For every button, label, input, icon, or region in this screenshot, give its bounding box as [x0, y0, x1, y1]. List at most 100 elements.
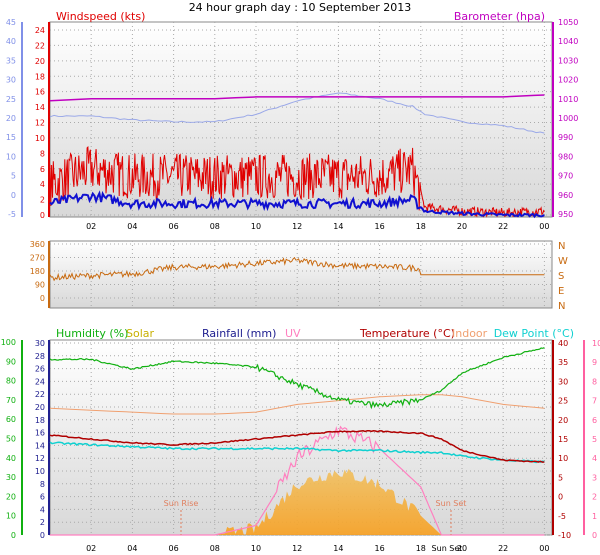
humidity-tick-label: 60 — [6, 415, 16, 424]
thermo-x-tick-label: 20 — [457, 544, 467, 553]
uv-tick-label: 2 — [592, 493, 597, 502]
sunset-annotation: Sun Set — [436, 499, 467, 508]
uv-tick-label: 5 — [592, 435, 597, 444]
humidity-line — [49, 347, 545, 410]
uv-line — [50, 425, 545, 536]
barometer-trace-line — [49, 92, 545, 134]
uv-tick-label: 10 — [592, 339, 600, 348]
thermo-x-tick-label: 22 — [498, 544, 508, 553]
windspeed-axis-title: Windspeed (kts) — [56, 10, 145, 23]
gust-tick-label: 10 — [6, 152, 16, 161]
baro-tick-label: 950 — [558, 210, 573, 219]
temp-tick-label: 30 — [558, 377, 568, 386]
wind-tick-label: 8 — [40, 149, 45, 158]
wind-tick-label: 16 — [35, 88, 45, 97]
dir-tick-label: 90 — [35, 281, 45, 290]
baro-tick-label: 1020 — [558, 76, 578, 85]
chart-title: 24 hour graph day : 10 September 2013 — [189, 1, 412, 14]
humidity-tick-label: 0 — [11, 531, 16, 540]
rain-tick-label: 16 — [35, 429, 45, 438]
baro-tick-label: 1040 — [558, 37, 578, 46]
compass-tick-label: W — [558, 256, 568, 267]
rain-tick-label: 28 — [35, 352, 45, 361]
wind-tick-label: 20 — [35, 57, 45, 66]
baro-tick-label: 1050 — [558, 18, 578, 27]
rain-tick-label: 14 — [35, 441, 45, 450]
thermo-x-tick-label: 02 — [86, 544, 96, 553]
compass-tick-label: N — [558, 301, 565, 312]
humidity-tick-label: 50 — [6, 435, 16, 444]
wind-tick-label: 12 — [35, 119, 45, 128]
wind-x-tick-label: 18 — [416, 222, 426, 231]
wind-x-tick-label: 00 — [539, 222, 549, 231]
wind-tick-label: 2 — [40, 196, 45, 205]
thermo-x-tick-label: 04 — [127, 544, 137, 553]
rain-tick-label: 18 — [35, 416, 45, 425]
rain-tick-label: 20 — [35, 403, 45, 412]
wind-direction-line — [49, 257, 545, 282]
temp-tick-label: 20 — [558, 416, 568, 425]
temp-tick-label: 15 — [558, 435, 568, 444]
gust-tick-label: 25 — [6, 95, 16, 104]
humidity-tick-label: 10 — [6, 512, 16, 521]
legend-temperature: Temperature (°C) — [359, 327, 455, 340]
uv-tick-label: 1 — [592, 512, 597, 521]
gust-tick-label: 45 — [6, 18, 16, 27]
grid-layer — [50, 22, 552, 536]
thermo-x-tick-label: 12 — [292, 544, 302, 553]
temp-tick-label: 40 — [558, 339, 568, 348]
humidity-tick-label: 100 — [1, 338, 16, 347]
rain-tick-label: 4 — [40, 505, 45, 514]
wind-tick-label: 10 — [35, 134, 45, 143]
rain-tick-label: 0 — [40, 531, 45, 540]
wind-tick-label: 24 — [35, 26, 45, 35]
legend-uv: UV — [285, 327, 301, 340]
rain-tick-label: 30 — [35, 339, 45, 348]
humidity-tick-label: 30 — [6, 473, 16, 482]
rain-tick-label: 2 — [40, 518, 45, 527]
humidity-tick-label: 80 — [6, 377, 16, 386]
temperature-line — [49, 430, 545, 463]
legend-indoor: Indoor — [452, 327, 488, 340]
gust-tick-label: 0 — [11, 191, 16, 200]
uv-tick-label: 3 — [592, 473, 597, 482]
baro-tick-label: 1000 — [558, 114, 578, 123]
wind-tick-label: 18 — [35, 72, 45, 81]
uv-tick-label: 6 — [592, 416, 597, 425]
axis-layer: 024681012141618202224-505101520253035404… — [1, 18, 600, 553]
compass-tick-label: N — [558, 241, 565, 252]
baro-tick-label: 990 — [558, 133, 573, 142]
barometer-line — [49, 94, 545, 102]
wind-tick-label: 14 — [35, 103, 45, 112]
wind-tick-label: 0 — [40, 211, 45, 220]
gust-tick-label: 20 — [6, 114, 16, 123]
indoor-line — [49, 394, 545, 415]
thermo-x-tick-label: 14 — [333, 544, 343, 553]
humidity-tick-label: 90 — [6, 357, 16, 366]
gust-tick-label: 5 — [11, 172, 16, 181]
legend-dewpoint: Dew Point (°C) — [494, 327, 574, 340]
baro-tick-label: 1010 — [558, 95, 578, 104]
temp-tick-label: -5 — [558, 512, 566, 521]
wind-x-tick-label: 02 — [86, 222, 96, 231]
rain-tick-label: 12 — [35, 454, 45, 463]
sunset-tick-label: Sun Set — [432, 544, 463, 553]
baro-tick-label: 960 — [558, 191, 573, 200]
thermo-x-tick-label: 08 — [210, 544, 220, 553]
temp-tick-label: 0 — [558, 493, 563, 502]
temp-tick-label: -10 — [558, 531, 571, 540]
compass-tick-label: S — [558, 271, 564, 282]
dir-tick-label: 180 — [30, 267, 45, 276]
wind-x-tick-label: 10 — [251, 222, 261, 231]
wind-tick-label: 4 — [40, 180, 45, 189]
rain-tick-label: 6 — [40, 493, 45, 502]
legend-solar: Solar — [126, 327, 155, 340]
legend-rainfall: Rainfall (mm) — [202, 327, 276, 340]
gust-tick-label: 35 — [6, 56, 16, 65]
rain-tick-label: 10 — [35, 467, 45, 476]
wind-x-tick-label: 12 — [292, 222, 302, 231]
wind-x-tick-label: 16 — [375, 222, 385, 231]
humidity-tick-label: 20 — [6, 492, 16, 501]
thermo-plot-area — [49, 339, 553, 536]
